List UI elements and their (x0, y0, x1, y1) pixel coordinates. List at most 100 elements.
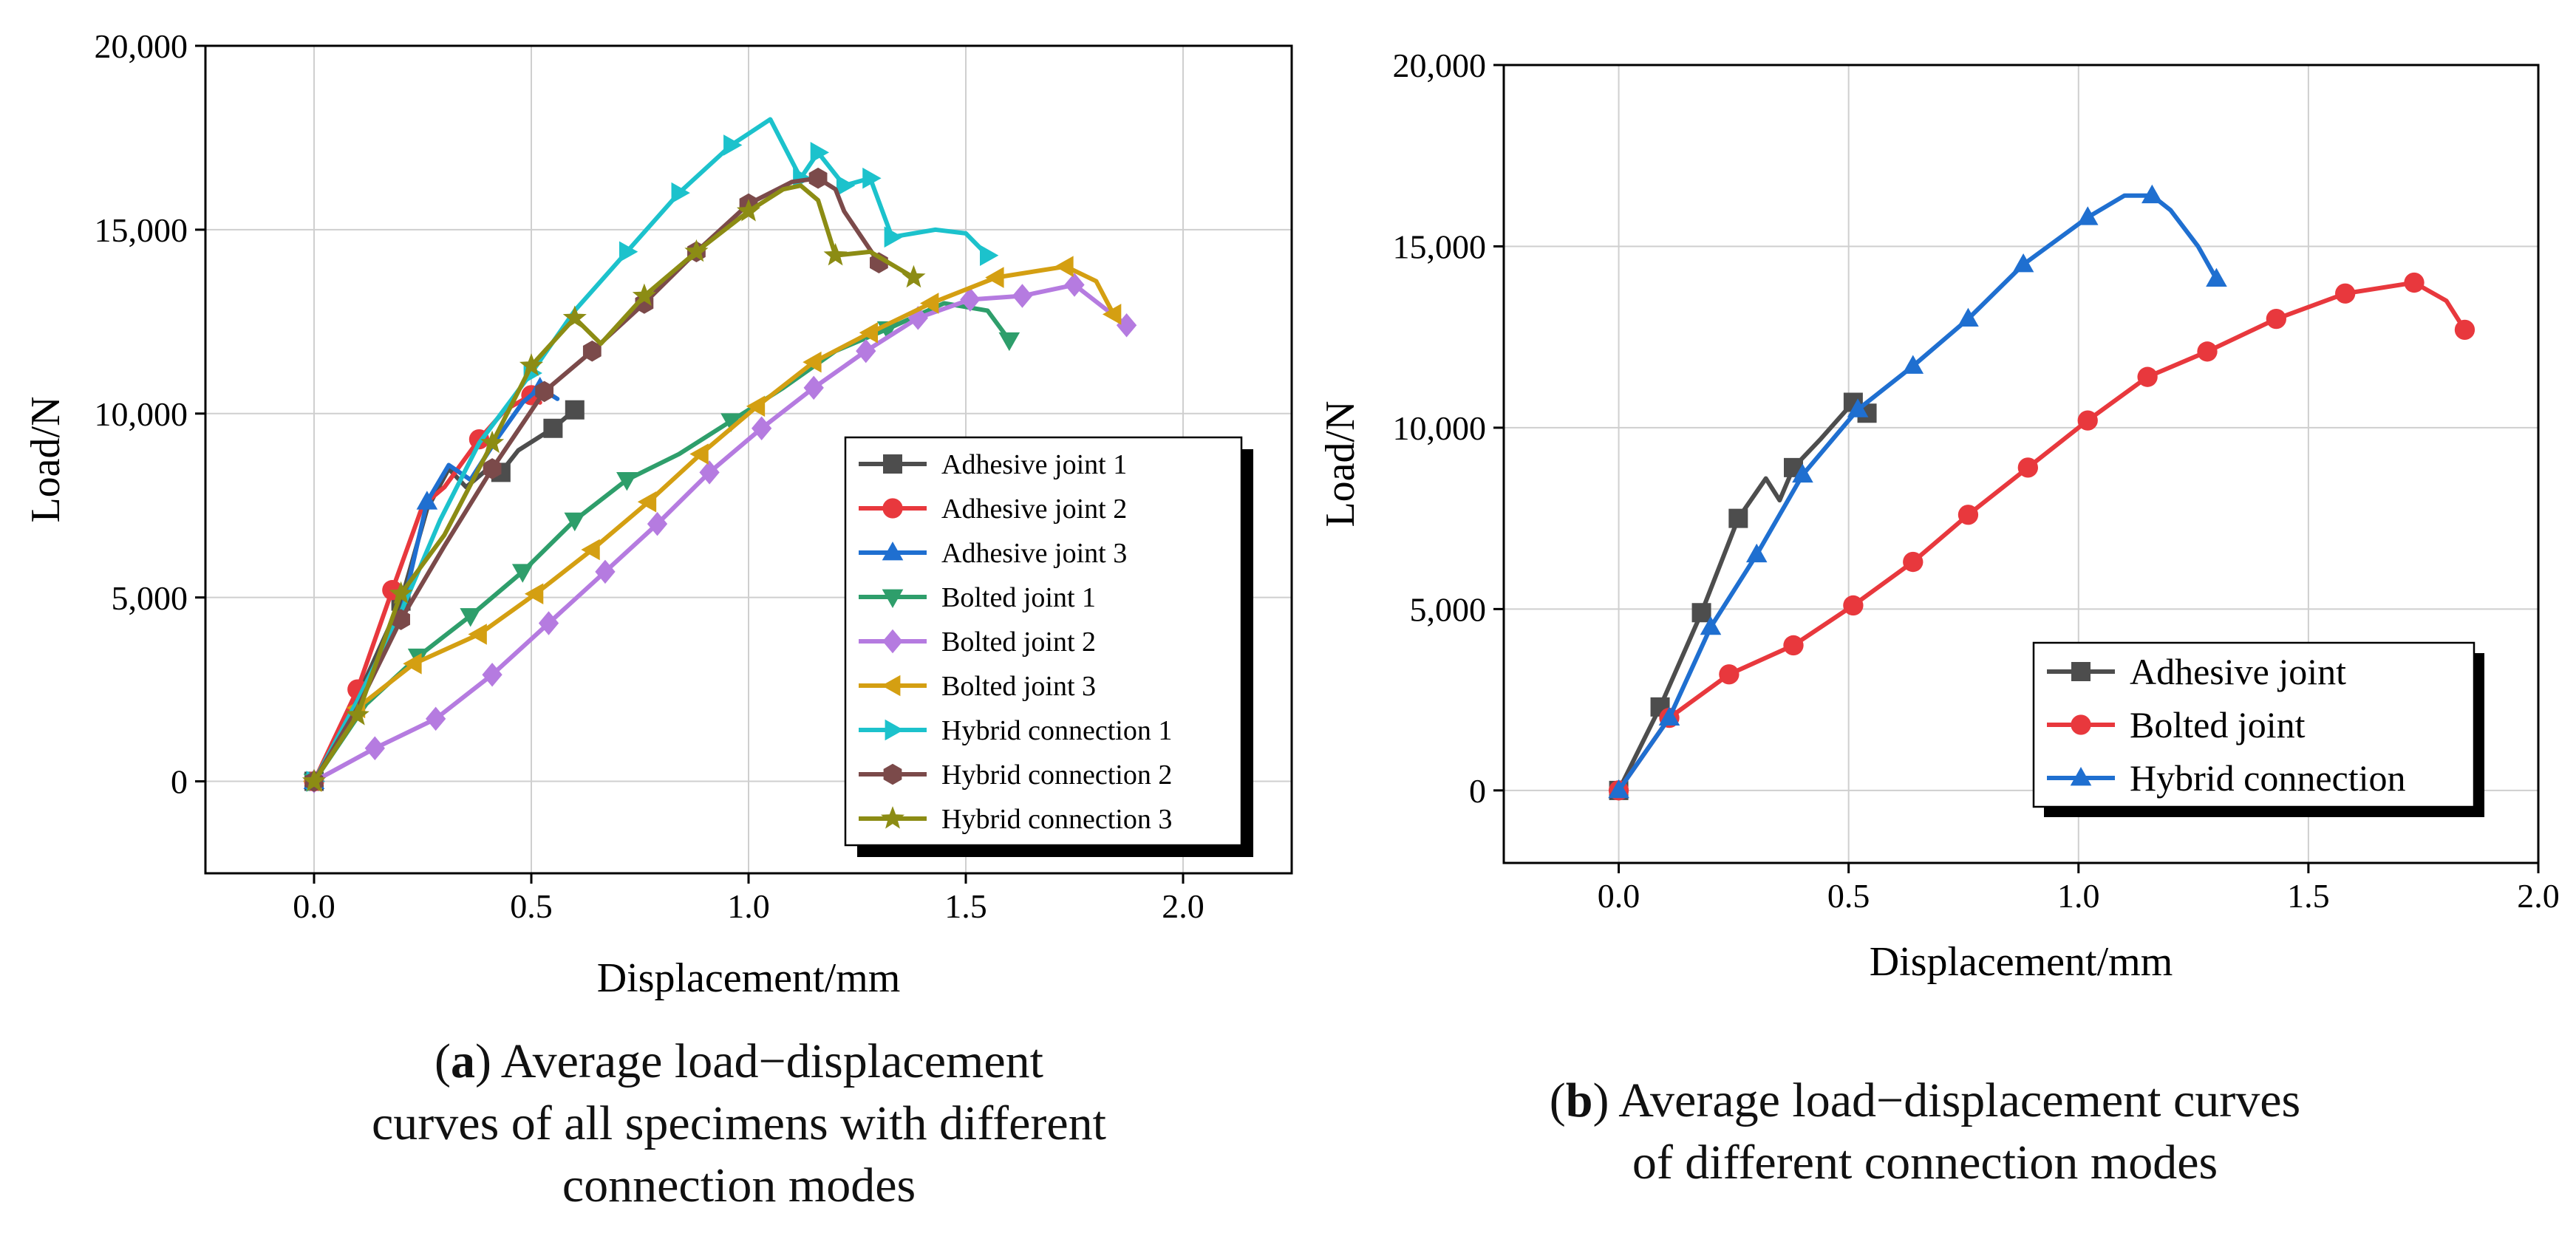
data-point (2077, 410, 2098, 431)
legend-entry: Adhesive joint (2047, 651, 2346, 692)
data-point (810, 142, 830, 163)
series-line (312, 183, 916, 784)
data-point (998, 332, 1020, 352)
data-point (543, 418, 563, 438)
data-point (1792, 463, 1813, 483)
series-line (312, 301, 1012, 784)
data-point (1903, 551, 1924, 573)
data-point (920, 293, 939, 314)
data-point (637, 491, 657, 513)
legend-label: Hybrid connection (2130, 757, 2406, 799)
legend-swatch-marker (882, 675, 901, 697)
data-point (1957, 505, 1979, 525)
y-tick-label: 0 (171, 763, 188, 801)
legend-entry: Bolted joint 2 (859, 627, 1096, 658)
data-point (684, 239, 709, 262)
legend-entry: Hybrid connection 3 (859, 804, 1172, 835)
data-point (562, 305, 587, 329)
data-point (736, 199, 761, 222)
legend: Adhesive joint Bolted joint Hybrid connect… (2032, 641, 2484, 817)
legend-swatch-marker (2071, 662, 2091, 681)
legend-label: Adhesive joint 1 (941, 449, 1127, 480)
data-point (985, 267, 1004, 288)
series-bolted-joint (1608, 272, 2476, 801)
legend-label: Hybrid connection 1 (941, 715, 1172, 746)
legend-swatch-marker (883, 763, 902, 785)
data-point (836, 174, 856, 197)
x-tick-label: 0.0 (293, 887, 335, 925)
data-point (581, 539, 600, 561)
data-point (616, 471, 638, 491)
data-point (1064, 273, 1085, 297)
data-point (482, 662, 502, 687)
legend-swatch-marker (882, 629, 903, 654)
data-point (689, 443, 709, 465)
data-point (511, 564, 534, 583)
data-point (1957, 307, 1979, 327)
legend-label: Bolted joint 3 (941, 671, 1096, 702)
data-point (389, 581, 413, 604)
data-point (2012, 253, 2034, 273)
data-point (1700, 615, 1722, 635)
data-point (2141, 184, 2163, 204)
data-point (862, 167, 882, 189)
legend-entry: Hybrid connection (2047, 757, 2406, 799)
data-point (856, 338, 876, 364)
legend-label: Hybrid connection 2 (941, 760, 1172, 791)
data-point (884, 226, 903, 248)
legend-swatch-marker (882, 542, 904, 561)
legend-label: Adhesive joint (2130, 651, 2346, 692)
legend-swatch-marker (2070, 767, 2092, 786)
series-hybrid-connection (1608, 184, 2227, 799)
y-tick-label: 10,000 (1393, 409, 1487, 447)
data-point (2017, 457, 2038, 478)
data-point (632, 283, 656, 307)
legend-entry: Hybrid connection 2 (859, 760, 1172, 791)
legend-entry: Adhesive joint 2 (859, 494, 1127, 525)
data-point (720, 413, 742, 432)
data-point (671, 182, 690, 204)
data-point (535, 380, 554, 403)
data-point (723, 134, 743, 156)
data-point (595, 559, 616, 584)
data-point (960, 287, 981, 312)
data-point (1102, 304, 1122, 325)
legend-label: Bolted joint (2130, 704, 2306, 745)
legend-entry: Adhesive joint 1 (859, 449, 1127, 480)
series-line (312, 282, 1129, 784)
data-point (1783, 635, 1804, 656)
y-tick-label: 15,000 (95, 211, 188, 249)
data-point (564, 512, 586, 532)
legend-label: Bolted joint 2 (941, 627, 1096, 658)
data-point (345, 703, 369, 726)
data-point (392, 609, 410, 630)
data-point (1847, 398, 1869, 417)
data-point (480, 430, 505, 454)
x-tick-label: 0.5 (1827, 877, 1870, 915)
x-tick-label: 0.5 (510, 887, 553, 925)
legend-swatch-marker (883, 454, 902, 474)
series-hybrid-connection-1 (306, 117, 999, 792)
series-bolted-joint-2 (304, 273, 1137, 793)
data-point (582, 340, 602, 362)
data-point (519, 353, 544, 376)
data-point (803, 351, 822, 373)
data-point (1012, 284, 1033, 308)
data-point (808, 167, 828, 189)
data-point (1658, 706, 1680, 726)
x-tick-label: 1.5 (2287, 877, 2330, 915)
y-tick-label: 15,000 (1393, 228, 1487, 266)
legend: Adhesive joint 1 Adhesive joint 2 Adhesive… (844, 436, 1253, 857)
chart-panel-a: 0.0 0.5 1.0 1.5 2.0 0 5,000 10,000 15,000 20,000 D… (23, 27, 1293, 1001)
data-point (538, 611, 559, 635)
x-tick-label: 0.0 (1598, 877, 1640, 915)
data-point (1728, 508, 1748, 528)
series-line (1616, 280, 2467, 793)
data-point (647, 511, 668, 536)
data-point (746, 395, 766, 417)
legend-swatch-marker (880, 806, 905, 829)
data-point (1843, 595, 1864, 616)
data-point (699, 460, 720, 485)
data-point (902, 264, 926, 288)
data-point (425, 706, 446, 731)
